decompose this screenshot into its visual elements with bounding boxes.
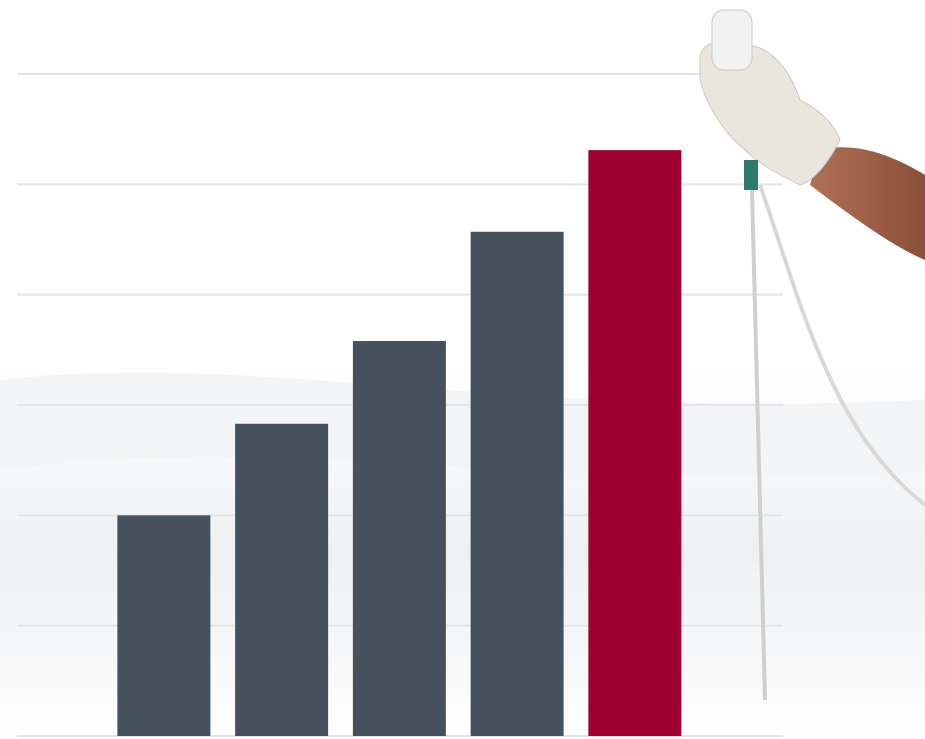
bar — [588, 150, 682, 736]
bar — [117, 515, 211, 736]
arm — [810, 147, 925, 260]
probe-cable — [758, 184, 925, 507]
probe-connector — [744, 160, 758, 190]
bar — [352, 341, 446, 736]
bar — [470, 231, 564, 736]
probe-handle — [711, 9, 753, 71]
background-wave — [0, 372, 925, 478]
probe-shaft — [750, 189, 767, 701]
bar — [235, 423, 329, 736]
illustration — [699, 9, 925, 701]
bars — [117, 150, 682, 736]
